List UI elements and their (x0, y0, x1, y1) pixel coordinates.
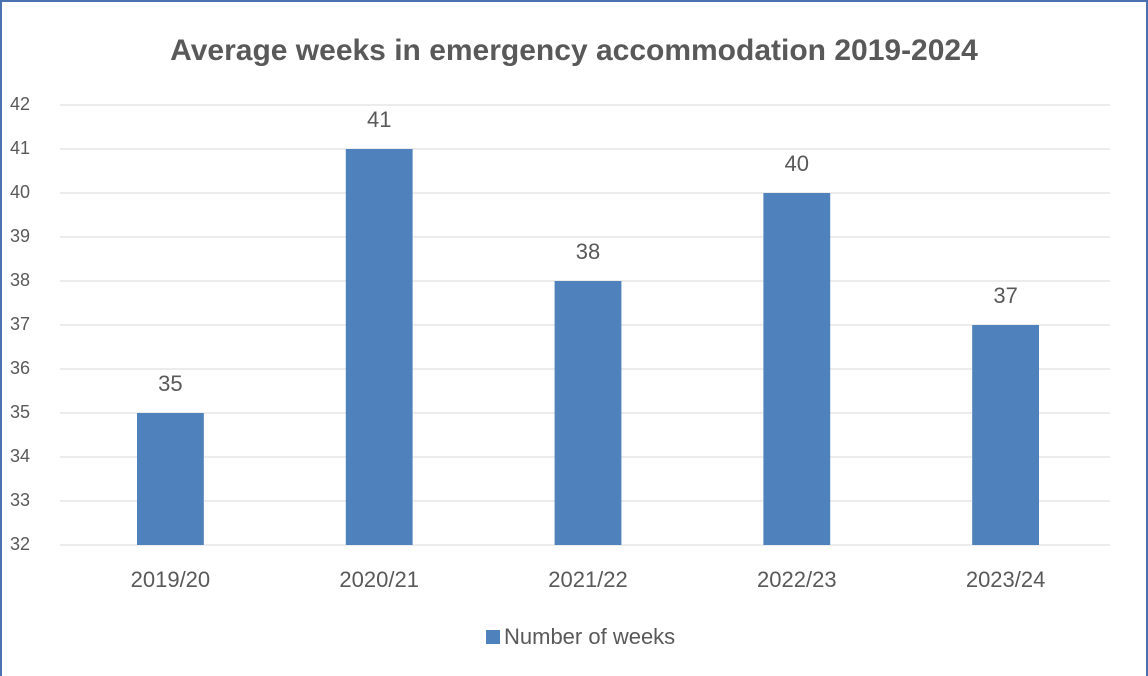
data-label: 40 (785, 151, 809, 176)
data-label: 38 (576, 239, 600, 264)
bar (136, 413, 204, 545)
y-tick-label: 34 (10, 446, 30, 466)
x-tick-label: 2021/22 (548, 567, 628, 592)
chart-title: Average weeks in emergency accommodation… (170, 34, 978, 67)
y-tick-label: 42 (10, 94, 30, 114)
y-tick-label: 39 (10, 226, 30, 246)
data-label: 41 (367, 107, 391, 132)
y-tick-label: 33 (10, 490, 30, 510)
y-tick-label: 41 (10, 138, 30, 158)
legend-label: Number of weeks (504, 624, 675, 649)
data-label: 37 (993, 283, 1017, 308)
legend-swatch (486, 630, 500, 644)
data-label: 35 (158, 371, 182, 396)
bar (972, 325, 1040, 545)
y-tick-label: 37 (10, 314, 30, 334)
x-tick-label: 2019/20 (131, 567, 211, 592)
x-tick-label: 2020/21 (339, 567, 419, 592)
y-tick-label: 32 (10, 534, 30, 554)
bar (345, 149, 413, 545)
x-tick-label: 2022/23 (757, 567, 837, 592)
y-tick-label: 38 (10, 270, 30, 290)
y-tick-label: 40 (10, 182, 30, 202)
bar (763, 193, 831, 545)
y-tick-label: 36 (10, 358, 30, 378)
x-tick-label: 2023/24 (966, 567, 1046, 592)
bar (554, 281, 622, 545)
y-tick-label: 35 (10, 402, 30, 422)
